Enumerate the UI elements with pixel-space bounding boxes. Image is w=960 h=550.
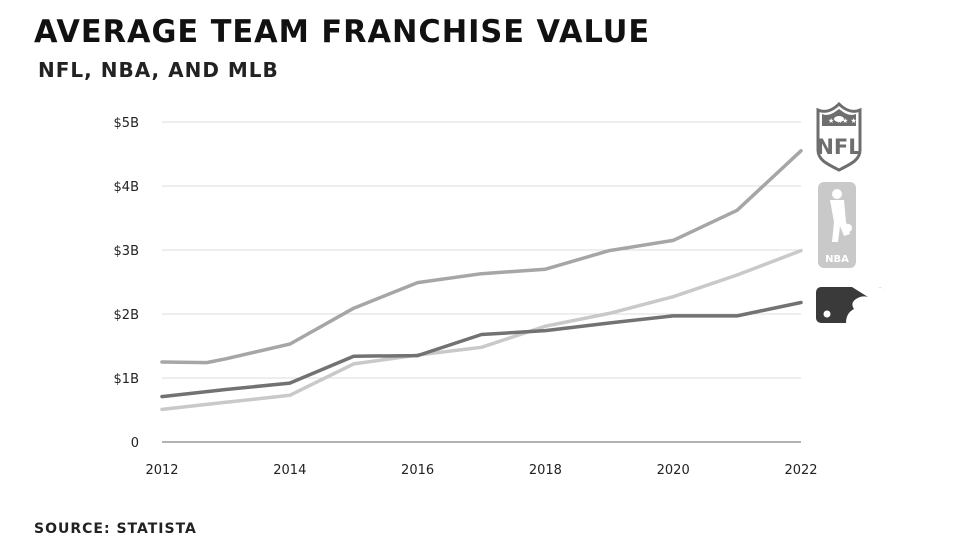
series-line-nba [160, 248, 803, 412]
x-tick-label: 2012 [145, 463, 178, 478]
x-axis-ticks: 2012 2014 2016 2018 2020 2022 [145, 463, 817, 478]
y-axis-ticks: 0 $1B $2B $3B $4B $5B [114, 116, 139, 451]
nba-logo: NBA [818, 182, 856, 268]
nba-logo-text: NBA [825, 254, 849, 265]
series-line-nfl [160, 149, 803, 365]
y-tick-label: $3B [114, 244, 139, 259]
series-lines [160, 149, 803, 412]
mlb-logo [816, 287, 884, 323]
chart-subtitle: NFL, NBA, AND MLB [38, 58, 279, 82]
x-tick-label: 2014 [273, 463, 306, 478]
y-tick-label: $5B [114, 116, 139, 131]
nfl-shield-logo: ★ ★ ★ ★ NFL [816, 101, 862, 172]
y-tick-label: $4B [114, 180, 139, 195]
nfl-logo-text: NFL [816, 135, 861, 159]
svg-text:★ ★: ★ ★ [842, 117, 857, 125]
y-tick-label: $1B [114, 372, 139, 387]
x-tick-label: 2018 [529, 463, 562, 478]
x-tick-label: 2022 [784, 463, 817, 478]
y-tick-label: 0 [131, 436, 139, 451]
x-tick-label: 2020 [657, 463, 690, 478]
series-line-mlb [160, 300, 803, 399]
chart-title: AVERAGE TEAM FRANCHISE VALUE [34, 14, 651, 50]
source-note: SOURCE: STATISTA [34, 521, 197, 537]
grid-lines [162, 121, 801, 443]
x-tick-label: 2016 [401, 463, 434, 478]
y-tick-label: $2B [114, 308, 139, 323]
